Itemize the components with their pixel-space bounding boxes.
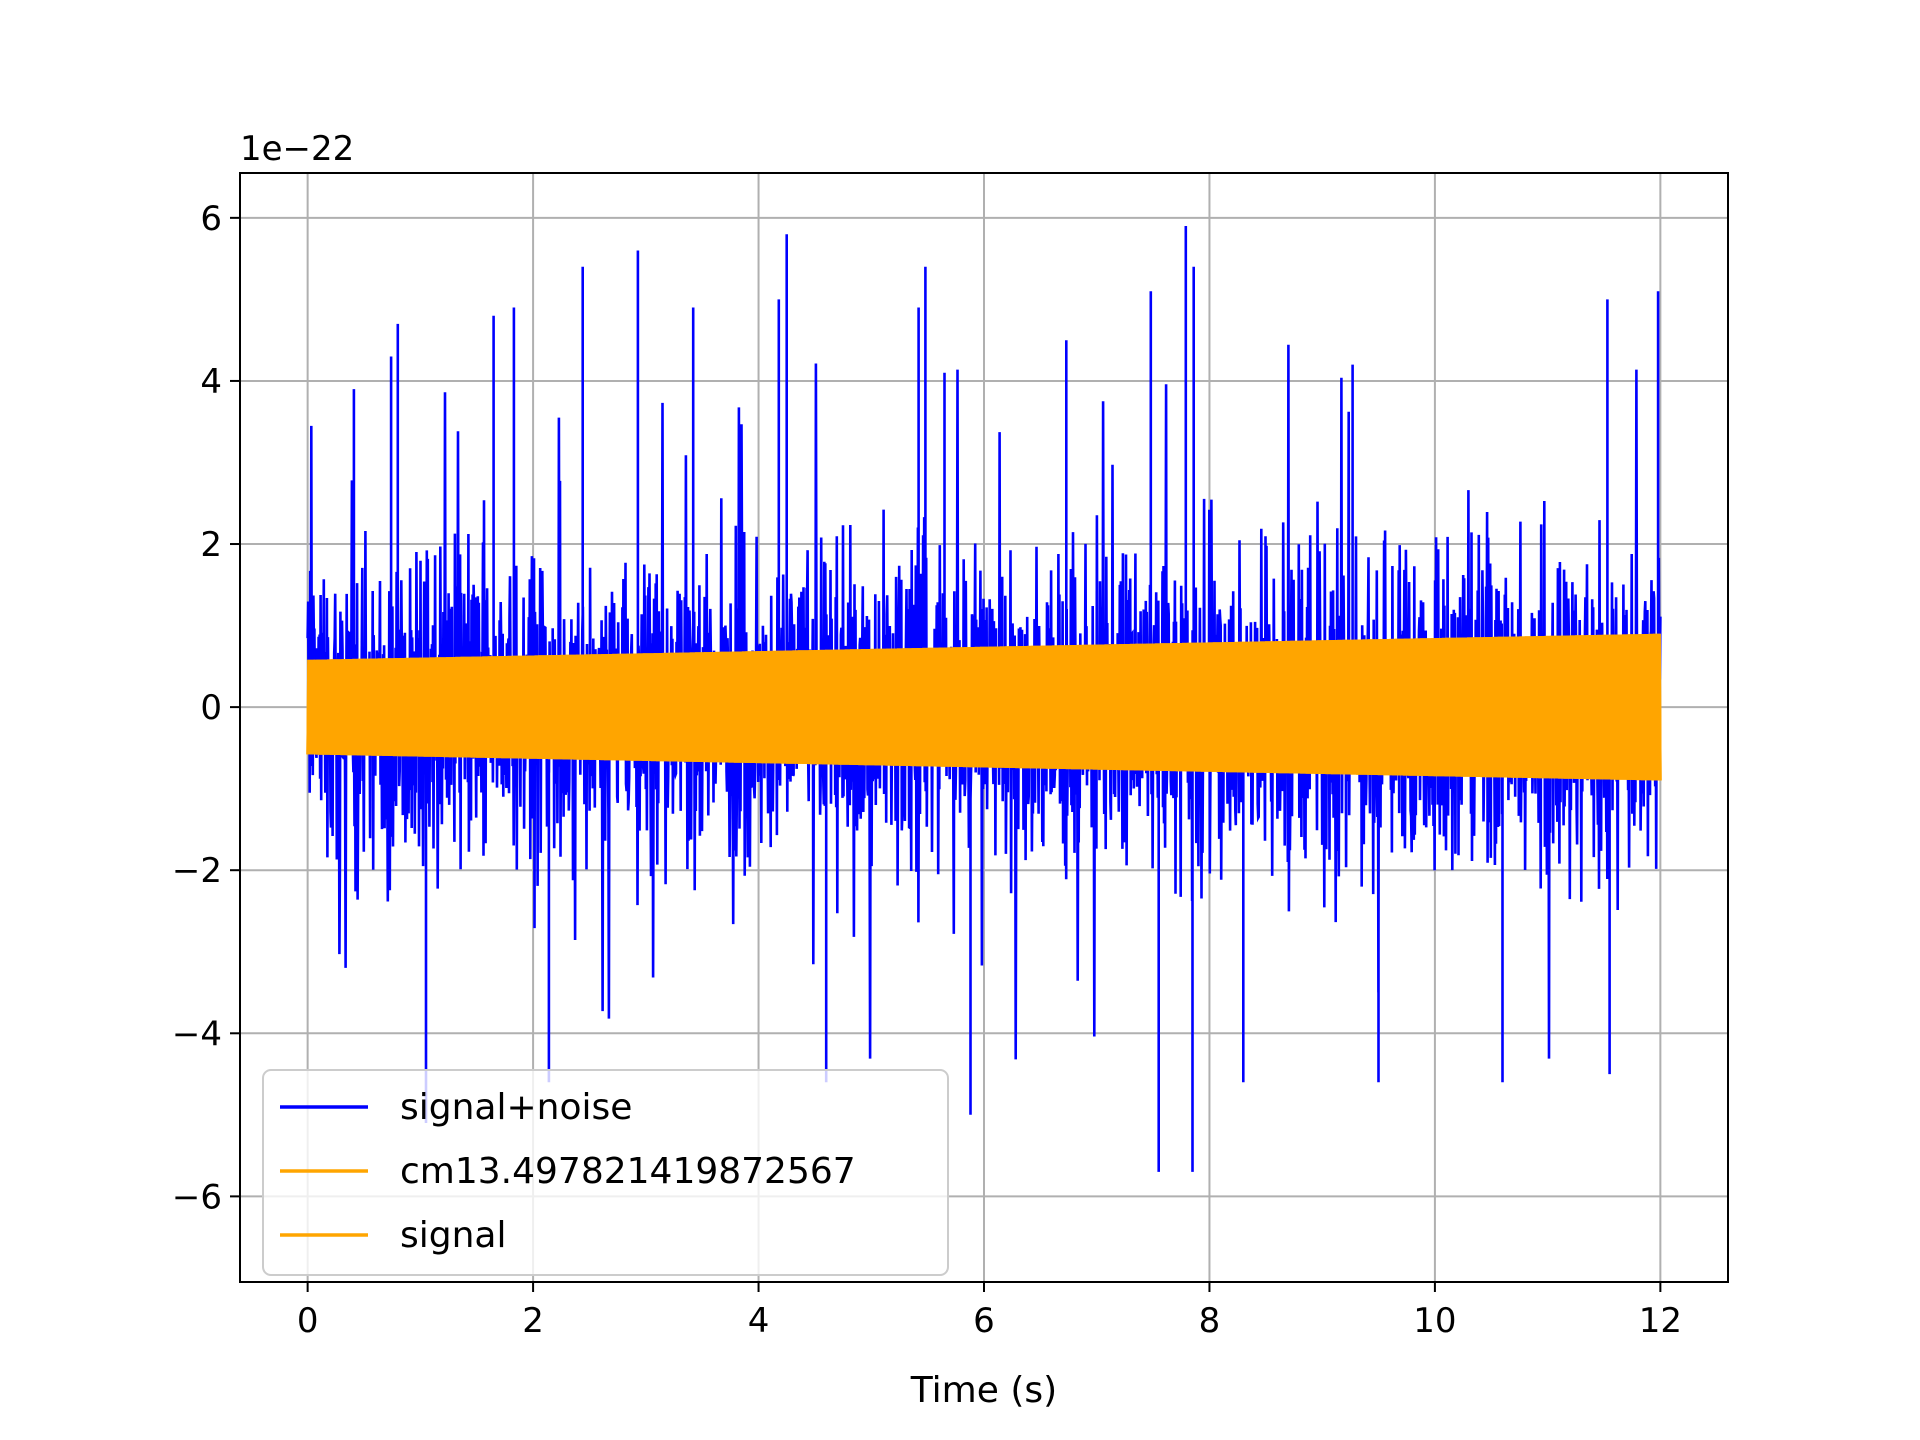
- x-tick-label: 8: [1199, 1301, 1221, 1341]
- x-axis-label: Time (s): [910, 1370, 1057, 1411]
- x-tick-label: 12: [1639, 1301, 1682, 1341]
- legend: signal+noise cm13.497821419872567 signal: [262, 1069, 949, 1276]
- legend-label: signal+noise: [400, 1087, 632, 1128]
- y-tick-label: 2: [200, 525, 222, 565]
- y-tick-label: −6: [172, 1177, 222, 1217]
- y-tick-label: 4: [200, 362, 222, 402]
- legend-label: signal: [400, 1215, 507, 1256]
- x-tick-label: 6: [973, 1301, 995, 1341]
- x-tick-label: 10: [1413, 1301, 1456, 1341]
- series-layer: [306, 226, 1662, 1172]
- series-line-2: [306, 633, 1662, 781]
- y-axis: −6 −4 −2 0 2 4 6: [172, 199, 240, 1217]
- y-tick-label: −4: [172, 1014, 222, 1054]
- x-tick-label: 4: [748, 1301, 770, 1341]
- legend-box: [262, 1069, 949, 1276]
- y-tick-label: 6: [200, 199, 222, 239]
- x-axis: 0 2 4 6 8 10 12: [297, 1282, 1682, 1341]
- y-tick-label: 0: [200, 688, 222, 728]
- y-offset-text: 1e−22: [240, 129, 354, 169]
- x-tick-label: 2: [522, 1301, 544, 1341]
- y-tick-label: −2: [172, 851, 222, 891]
- x-tick-label: 0: [297, 1301, 319, 1341]
- legend-label: cm13.497821419872567: [400, 1151, 856, 1192]
